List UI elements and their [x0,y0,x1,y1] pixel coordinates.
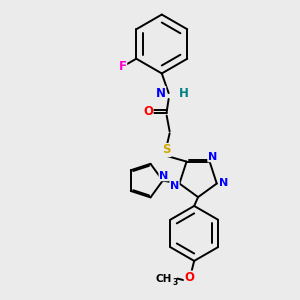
Text: O: O [184,271,194,284]
Text: S: S [162,143,171,157]
Text: F: F [119,60,127,73]
Text: CH: CH [155,274,172,284]
Text: N: N [208,152,217,162]
Text: N: N [156,87,166,100]
Text: N: N [159,171,168,181]
Text: H: H [178,87,188,100]
Text: N: N [219,178,228,188]
Text: O: O [143,105,153,118]
Text: 3: 3 [172,278,177,287]
Text: N: N [170,181,179,190]
